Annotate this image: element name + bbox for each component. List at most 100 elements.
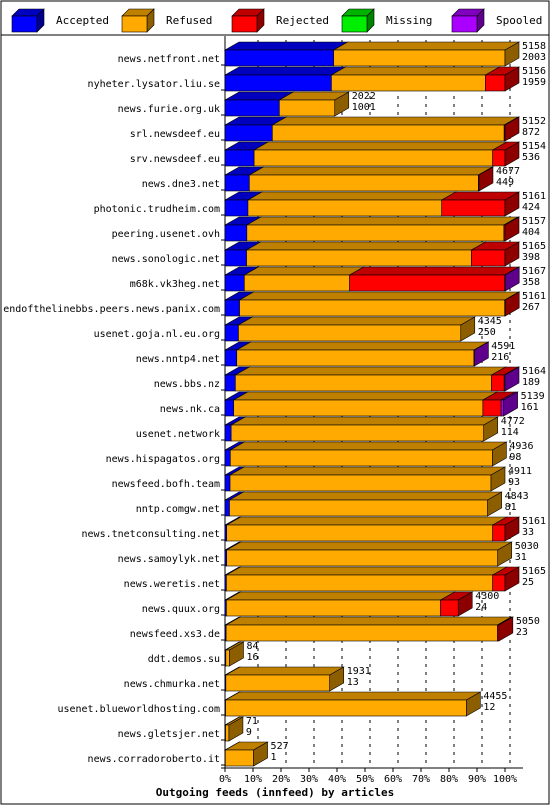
- bar-front-face: [226, 524, 493, 542]
- value-label-accepted: 12: [483, 702, 495, 713]
- bar-segment-refused: [224, 616, 513, 642]
- bar-top-face: [225, 566, 508, 576]
- bar-segment-rejected: [491, 141, 521, 167]
- value-label-accepted: 161: [521, 402, 539, 413]
- category-label: srv.newsdeef.eu: [130, 154, 220, 165]
- x-tick-label: 50%: [356, 774, 374, 785]
- bar-segment-refused: [243, 266, 365, 292]
- bar-front-face: [224, 49, 334, 67]
- value-label-total: 84: [246, 641, 258, 652]
- value-label-total: 5165: [522, 241, 546, 252]
- bar-front-face: [236, 349, 475, 367]
- value-label-total: 4591: [491, 341, 515, 352]
- bar-side-face: [490, 466, 506, 492]
- bar-front-face: [492, 574, 506, 592]
- legend-key-front: [451, 15, 478, 33]
- value-label-accepted: 1001: [352, 102, 376, 113]
- value-label-accepted: 358: [522, 277, 540, 288]
- bar-segment-refused: [271, 116, 520, 142]
- bar-segment-spooled: [472, 341, 490, 367]
- bar-top-face: [228, 466, 507, 476]
- bar-front-face: [500, 399, 504, 417]
- value-label-total: 527: [271, 741, 289, 752]
- value-label-accepted: 250: [478, 327, 496, 338]
- bar-side-face: [504, 241, 520, 267]
- value-label-accepted: 31: [515, 552, 527, 563]
- bar-segment-accepted: [223, 291, 255, 317]
- bar-front-face: [247, 199, 443, 217]
- bar-front-face: [224, 349, 238, 367]
- value-label-accepted: 449: [496, 177, 514, 188]
- legend-item-spooled: Spooled: [451, 8, 542, 33]
- value-label-accepted: 536: [522, 152, 540, 163]
- bar-front-face: [224, 499, 230, 517]
- legend-label: Accepted: [56, 14, 109, 27]
- category-label: newsfeed.bofh.team: [112, 479, 220, 490]
- x-tick-label: 10%: [244, 774, 262, 785]
- bar-front-face: [230, 449, 493, 467]
- bar-side-face: [498, 616, 514, 642]
- bar-front-face: [226, 599, 441, 617]
- bar-segment-accepted: [223, 216, 262, 242]
- bar-front-face: [440, 599, 459, 617]
- bar-side-face: [478, 166, 494, 192]
- category-label: news.chmurka.net: [124, 679, 220, 690]
- bar-segment-rejected: [491, 566, 521, 592]
- category-label: usenet.blueworldhosting.com: [57, 704, 220, 715]
- bar-segment-refused: [225, 591, 456, 617]
- bar-front-face: [225, 724, 230, 742]
- category-label: usenet.network: [136, 429, 220, 440]
- bar-row: news.gletsjer.net 719: [118, 716, 258, 742]
- bar-top-face: [229, 441, 508, 451]
- bar-segment-refused: [252, 141, 508, 167]
- bar-front-face: [224, 249, 247, 267]
- legend-key-front: [11, 15, 38, 33]
- value-label-accepted: 404: [522, 227, 540, 238]
- bar-side-face: [504, 566, 520, 592]
- bar-front-face: [249, 174, 479, 192]
- bar-front-face: [246, 249, 472, 267]
- category-label: m68k.vk3heg.net: [130, 279, 220, 290]
- bar-top-face: [271, 116, 520, 126]
- category-label: peering.usenet.ovh: [112, 229, 220, 240]
- bar-top-face: [330, 66, 501, 76]
- bar-side-face: [492, 441, 507, 467]
- bar-segment-accepted: [223, 166, 265, 192]
- value-label-accepted: 267: [522, 302, 540, 313]
- value-label-accepted: 2003: [522, 52, 546, 63]
- bar-segment-refused: [245, 241, 487, 267]
- bar-side-face: [504, 116, 520, 142]
- value-label-total: 4677: [496, 166, 520, 177]
- category-label: news.bbs.nz: [154, 379, 220, 390]
- bar-front-face: [272, 124, 505, 142]
- bar-top-face: [234, 366, 507, 376]
- legend-label: Missing: [386, 14, 432, 27]
- value-label-accepted: 16: [246, 652, 258, 663]
- legend-key-front: [341, 15, 368, 33]
- legend-label: Refused: [166, 14, 212, 27]
- bar-top-face: [238, 291, 520, 301]
- bar-segment-refused: [224, 741, 269, 767]
- bar-side-face: [504, 191, 520, 217]
- chart-title: Outgoing feeds (innfeed) by articles: [156, 786, 394, 799]
- bar-front-face: [224, 124, 273, 142]
- category-label: endofthelinebbs.peers.news.panix.com: [3, 304, 220, 315]
- bar-side-face: [457, 591, 473, 617]
- bar-segment-rejected: [502, 216, 521, 242]
- bar-side-face: [504, 266, 520, 292]
- bar-front-face: [492, 524, 506, 542]
- bar-side-face: [504, 141, 520, 167]
- bar-side-face: [460, 316, 476, 342]
- bar-top-face: [230, 416, 499, 426]
